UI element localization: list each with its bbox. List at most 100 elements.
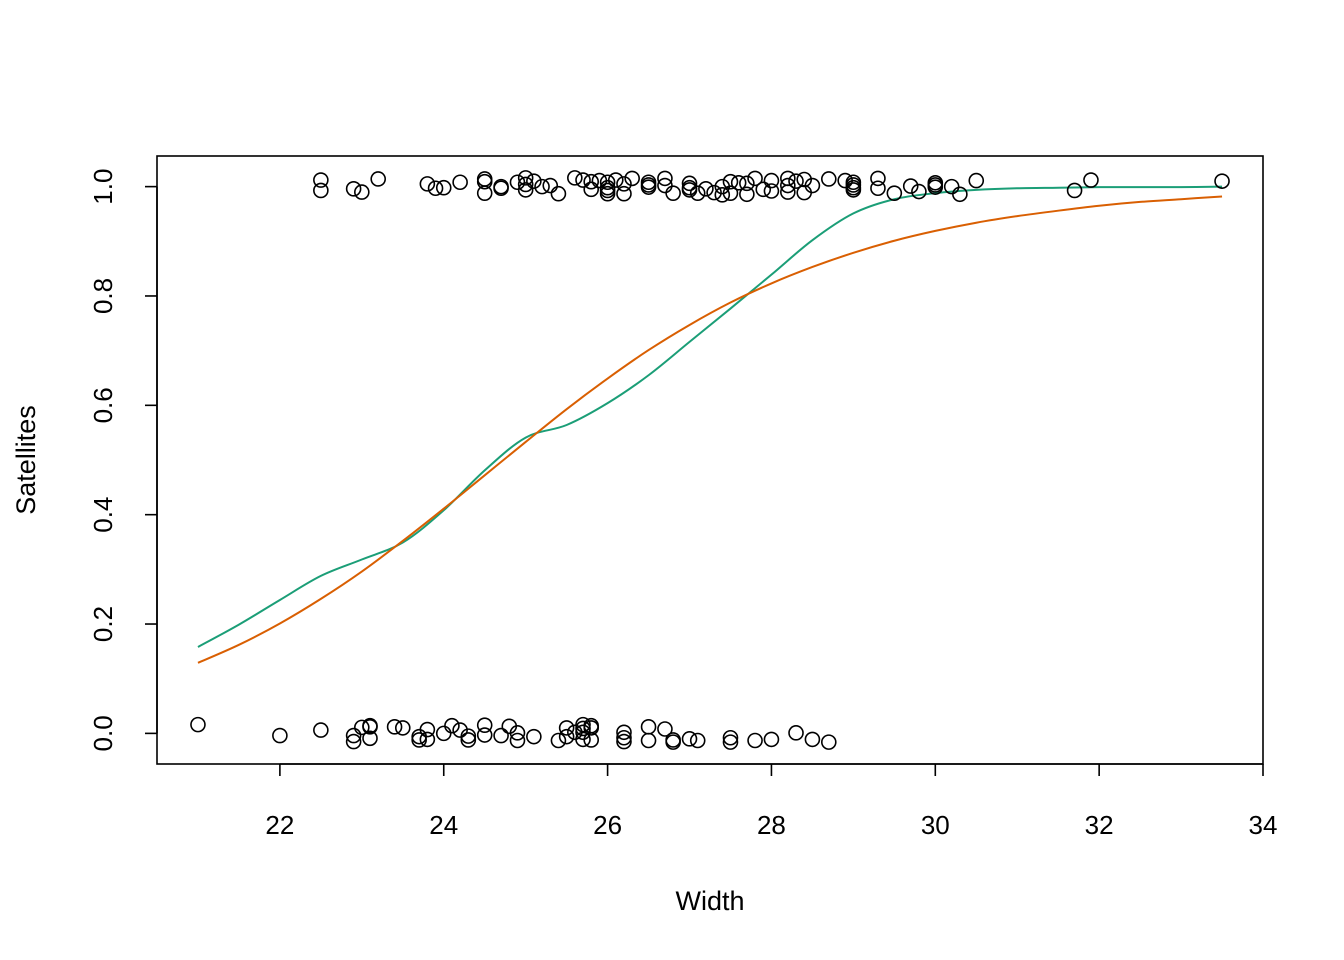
data-point <box>354 184 370 200</box>
data-point <box>583 181 600 198</box>
data-point <box>526 173 542 189</box>
data-point <box>820 171 837 187</box>
data-point <box>517 182 534 198</box>
logistic-fit-curve <box>197 195 1223 664</box>
data-point <box>452 174 468 191</box>
data-point <box>476 727 493 743</box>
data-point <box>272 727 288 744</box>
data-point <box>345 727 362 744</box>
fitted-curves <box>197 185 1223 664</box>
data-point <box>558 728 575 745</box>
data-point <box>698 181 714 197</box>
data-point <box>820 734 837 750</box>
data-point <box>419 176 436 192</box>
data-point <box>386 719 403 735</box>
data-point <box>419 731 436 748</box>
data-point <box>583 720 600 736</box>
y-tick-label: 0.0 <box>88 715 118 751</box>
data-point <box>681 731 698 747</box>
data-point <box>681 175 698 192</box>
data-point <box>952 186 968 203</box>
x-tick-label: 32 <box>1085 810 1114 840</box>
data-point <box>796 171 813 188</box>
data-point <box>526 728 542 745</box>
y-tick-label: 0.6 <box>88 387 118 423</box>
data-point <box>763 172 780 189</box>
data-point <box>968 172 985 189</box>
data-point <box>509 732 526 749</box>
data-point <box>575 720 591 737</box>
data-point <box>845 182 862 198</box>
data-point <box>599 174 616 191</box>
data-point <box>567 170 583 186</box>
data-point <box>616 729 632 746</box>
x-tick-label: 28 <box>757 810 786 840</box>
data-point <box>419 721 436 738</box>
x-axis: 22 24 26 28 30 32 34 <box>265 763 1278 840</box>
data-point <box>345 733 362 750</box>
x-tick-label: 22 <box>265 810 294 840</box>
data-point <box>788 725 804 741</box>
data-point <box>739 175 755 192</box>
data-point <box>722 185 739 201</box>
data-point <box>616 185 632 202</box>
data-points <box>190 170 1230 750</box>
x-tick-label: 24 <box>429 810 458 840</box>
data-point <box>607 172 624 188</box>
data-point <box>394 720 411 736</box>
data-point <box>452 722 468 738</box>
data-point <box>763 731 780 748</box>
data-point <box>313 172 329 188</box>
data-point <box>763 183 780 199</box>
data-point <box>640 179 657 195</box>
data-point <box>190 716 206 733</box>
data-point <box>575 172 591 188</box>
data-point <box>345 181 362 197</box>
x-tick-label: 26 <box>593 810 622 840</box>
data-point <box>755 181 772 198</box>
data-point <box>583 173 600 190</box>
data-point <box>722 729 739 746</box>
data-point <box>411 732 427 748</box>
y-tick-label: 0.8 <box>88 278 118 314</box>
data-point <box>362 719 378 735</box>
y-axis-label: Satellites <box>11 405 41 515</box>
data-point <box>902 178 919 194</box>
data-point <box>665 185 681 201</box>
x-tick-label: 30 <box>921 810 950 840</box>
data-point <box>927 179 944 195</box>
data-point <box>517 176 534 193</box>
data-point <box>575 731 591 748</box>
data-point <box>427 180 444 197</box>
y-axis: 0.0 0.2 0.4 0.6 0.8 1.0 <box>88 169 158 751</box>
data-point <box>362 730 378 747</box>
data-point <box>550 732 567 749</box>
data-point <box>747 732 763 749</box>
y-tick-label: 0.4 <box>88 497 118 533</box>
data-point <box>739 186 755 203</box>
data-point <box>616 176 632 192</box>
data-point <box>689 185 706 201</box>
data-point <box>583 732 600 748</box>
data-point <box>730 174 747 191</box>
data-point <box>886 185 903 201</box>
data-point <box>1214 173 1230 189</box>
data-point <box>558 720 575 736</box>
data-point <box>534 178 550 195</box>
data-point <box>870 170 886 187</box>
data-point <box>460 728 477 744</box>
data-point <box>689 732 706 749</box>
data-point <box>517 170 534 186</box>
data-point <box>665 734 681 750</box>
data-point <box>1083 172 1099 188</box>
data-point <box>681 182 698 198</box>
data-point <box>599 185 616 202</box>
data-point <box>911 183 927 200</box>
data-point <box>804 731 821 748</box>
data-point <box>493 727 509 744</box>
data-point <box>476 717 493 733</box>
x-tick-label: 34 <box>1249 810 1278 840</box>
data-point <box>780 177 796 194</box>
data-point <box>476 185 493 201</box>
